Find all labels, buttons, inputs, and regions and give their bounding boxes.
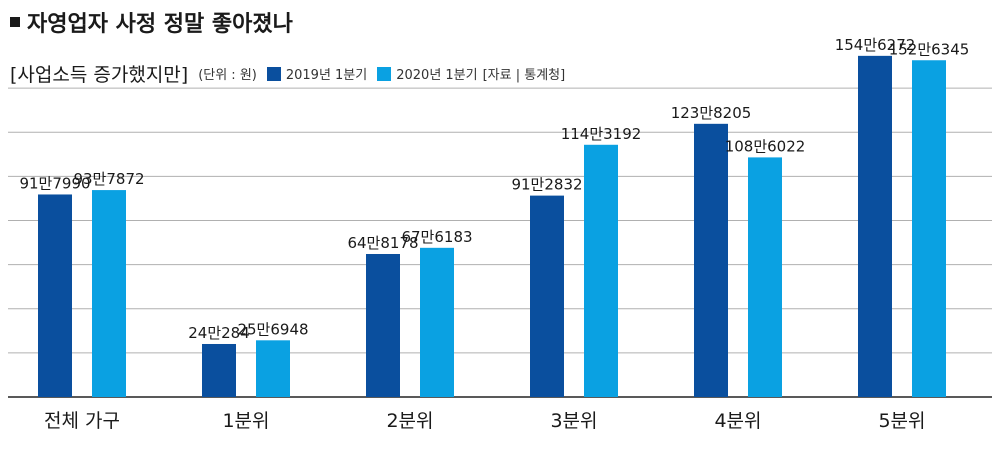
bar-2020 <box>420 247 454 397</box>
data-label: 93만7872 <box>73 170 144 188</box>
bar-2019 <box>694 123 728 398</box>
legend-item-2020: 2020년 1분기 <box>377 64 478 83</box>
bar-2020 <box>748 157 782 397</box>
category-label: 2분위 <box>386 410 433 432</box>
category-label: 3분위 <box>550 410 597 432</box>
category-label: 1분위 <box>222 410 269 432</box>
chart-title: 자영업자 사정 정말 좋아졌나 <box>27 12 293 37</box>
bar-2020 <box>584 144 618 397</box>
chart-subtitle: [사업소득 증가했지만] <box>10 64 189 86</box>
legend-label-2020: 2020년 1분기 <box>396 68 478 83</box>
subtitle-row: [사업소득 증가했지만] (단위 : 원) 2019년 1분기 2020년 1분… <box>10 60 565 87</box>
bar-2019 <box>366 253 400 397</box>
data-label: 123만8205 <box>671 104 752 122</box>
data-label: 108만6022 <box>725 137 806 155</box>
chart-headline: 자영업자 사정 정말 좋아졌나 <box>10 6 293 38</box>
data-label: 67만6183 <box>401 228 472 246</box>
source-label: [자료 | 통계청] <box>482 68 566 83</box>
bar-2019 <box>858 55 892 398</box>
data-label: 24만284 <box>188 324 250 342</box>
bar-2020 <box>256 340 290 397</box>
category-label: 전체 가구 <box>44 410 120 432</box>
unit-label: (단위 : 원) <box>198 68 257 83</box>
legend-label-2019: 2019년 1분기 <box>285 68 368 83</box>
bar-2020 <box>912 60 946 398</box>
category-label: 5분위 <box>878 410 925 432</box>
data-label: 114만3192 <box>561 125 642 143</box>
bar-2019 <box>530 195 564 397</box>
legend-item-2019: 2019년 1분기 <box>266 64 368 83</box>
data-label: 91만7990 <box>19 174 90 192</box>
legend-swatch-2020 <box>377 66 392 81</box>
data-label: 25만6948 <box>237 320 308 338</box>
bar-2020 <box>92 190 126 397</box>
data-label: 152만6345 <box>889 40 970 58</box>
data-label: 91만2832 <box>511 176 582 194</box>
bar-2019 <box>202 343 236 397</box>
legend-swatch-2019 <box>266 66 281 81</box>
square-bullet-icon <box>10 17 20 27</box>
data-label: 64만8178 <box>347 234 418 252</box>
data-label: 154만6272 <box>835 36 916 54</box>
bar-2019 <box>38 194 72 397</box>
category-label: 4분위 <box>714 410 761 432</box>
